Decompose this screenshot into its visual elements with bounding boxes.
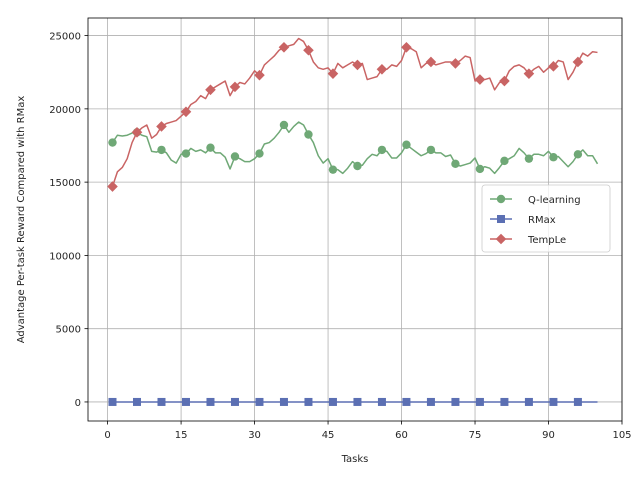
data-point-q-learning [451, 159, 460, 169]
data-point-temple [327, 68, 339, 79]
data-point-q-learning [426, 145, 436, 155]
data-point-temple [229, 81, 241, 93]
data-point-temple [401, 42, 412, 53]
x-axis-label: Tasks [341, 454, 369, 465]
data-point-rmax [132, 397, 141, 406]
data-point-q-learning [255, 149, 264, 158]
data-point-rmax [377, 397, 386, 406]
data-point-rmax [206, 397, 215, 406]
legend-label-temple: TempLe [527, 235, 566, 246]
y-tick-label: 10000 [49, 251, 81, 262]
x-tick-label: 15 [175, 430, 188, 441]
data-point-temple [107, 181, 118, 192]
data-point-q-learning [573, 150, 583, 159]
data-point-rmax [230, 397, 239, 406]
data-point-q-learning [402, 140, 411, 149]
data-point-q-learning [279, 120, 289, 130]
legend-marker-q-learning [496, 194, 506, 204]
data-point-temple [572, 56, 584, 68]
x-tick-label: 90 [542, 430, 555, 441]
data-point-temple [425, 56, 437, 68]
data-point-q-learning [377, 145, 387, 155]
data-point-temple [352, 59, 363, 71]
x-tick-label: 105 [612, 430, 631, 441]
series-q-learning [108, 120, 599, 175]
data-point-temple [303, 44, 314, 56]
data-point-temple [523, 68, 535, 79]
y-tick-label: 0 [75, 398, 81, 409]
legend-label-q-learning: Q-learning [528, 195, 581, 206]
data-point-rmax [475, 397, 484, 406]
data-point-rmax [328, 397, 337, 406]
data-point-q-learning [549, 153, 558, 162]
data-point-rmax [304, 397, 313, 406]
x-tick-label: 0 [104, 430, 110, 441]
data-point-q-learning [108, 138, 117, 147]
data-point-q-learning [353, 161, 362, 171]
y-tick-label: 5000 [56, 325, 81, 336]
series-layer [107, 37, 599, 406]
y-axis-label: Advantage Per-task Reward Compared with … [16, 96, 27, 344]
data-point-temple [499, 75, 510, 87]
data-point-rmax [157, 397, 166, 406]
data-point-q-learning [206, 143, 215, 152]
data-point-q-learning [181, 149, 191, 158]
data-point-temple [548, 61, 559, 72]
data-point-temple [450, 58, 461, 69]
data-point-rmax [279, 397, 288, 406]
legend: Q-learning RMax TempLe [481, 184, 611, 253]
data-point-q-learning [524, 154, 534, 163]
plot-frame [87, 17, 623, 422]
series-temple [107, 37, 598, 192]
data-point-q-learning [157, 145, 166, 155]
data-point-rmax [255, 397, 264, 406]
legend-marker-rmax [497, 215, 505, 223]
legend-box [481, 184, 611, 253]
data-point-rmax [426, 397, 435, 406]
y-tick-label: 15000 [49, 178, 81, 189]
series-rmax [108, 397, 598, 406]
data-point-rmax [353, 397, 362, 406]
data-point-rmax [549, 397, 558, 406]
data-point-temple [278, 42, 290, 53]
data-point-temple [131, 127, 143, 138]
data-point-q-learning [500, 156, 509, 166]
data-point-rmax [500, 397, 509, 406]
data-point-q-learning [328, 165, 338, 174]
data-point-temple [254, 69, 265, 81]
data-point-rmax [451, 397, 460, 406]
data-point-q-learning [475, 164, 485, 174]
y-tick-label: 20000 [49, 105, 81, 116]
legend-marker-temple [495, 233, 507, 245]
data-point-rmax [573, 397, 582, 406]
data-point-temple [474, 74, 486, 85]
data-point-temple [205, 84, 216, 96]
data-point-rmax [524, 397, 533, 406]
y-tick-label: 25000 [49, 32, 81, 43]
ticks: 0 15 30 45 60 75 90 105 0 5000 10000 15000 20000 2500… [49, 32, 631, 441]
x-tick-label: 30 [248, 430, 261, 441]
data-point-rmax [402, 397, 411, 406]
data-point-q-learning [304, 130, 313, 139]
x-tick-label: 75 [469, 430, 482, 441]
legend-label-rmax: RMax [528, 215, 556, 226]
data-point-q-learning [230, 152, 240, 161]
data-point-temple [180, 106, 192, 118]
data-point-rmax [108, 397, 117, 406]
x-tick-label: 45 [322, 430, 335, 441]
data-point-temple [376, 63, 388, 75]
data-point-rmax [181, 397, 190, 406]
x-tick-label: 60 [395, 430, 408, 441]
data-point-temple [156, 121, 167, 132]
